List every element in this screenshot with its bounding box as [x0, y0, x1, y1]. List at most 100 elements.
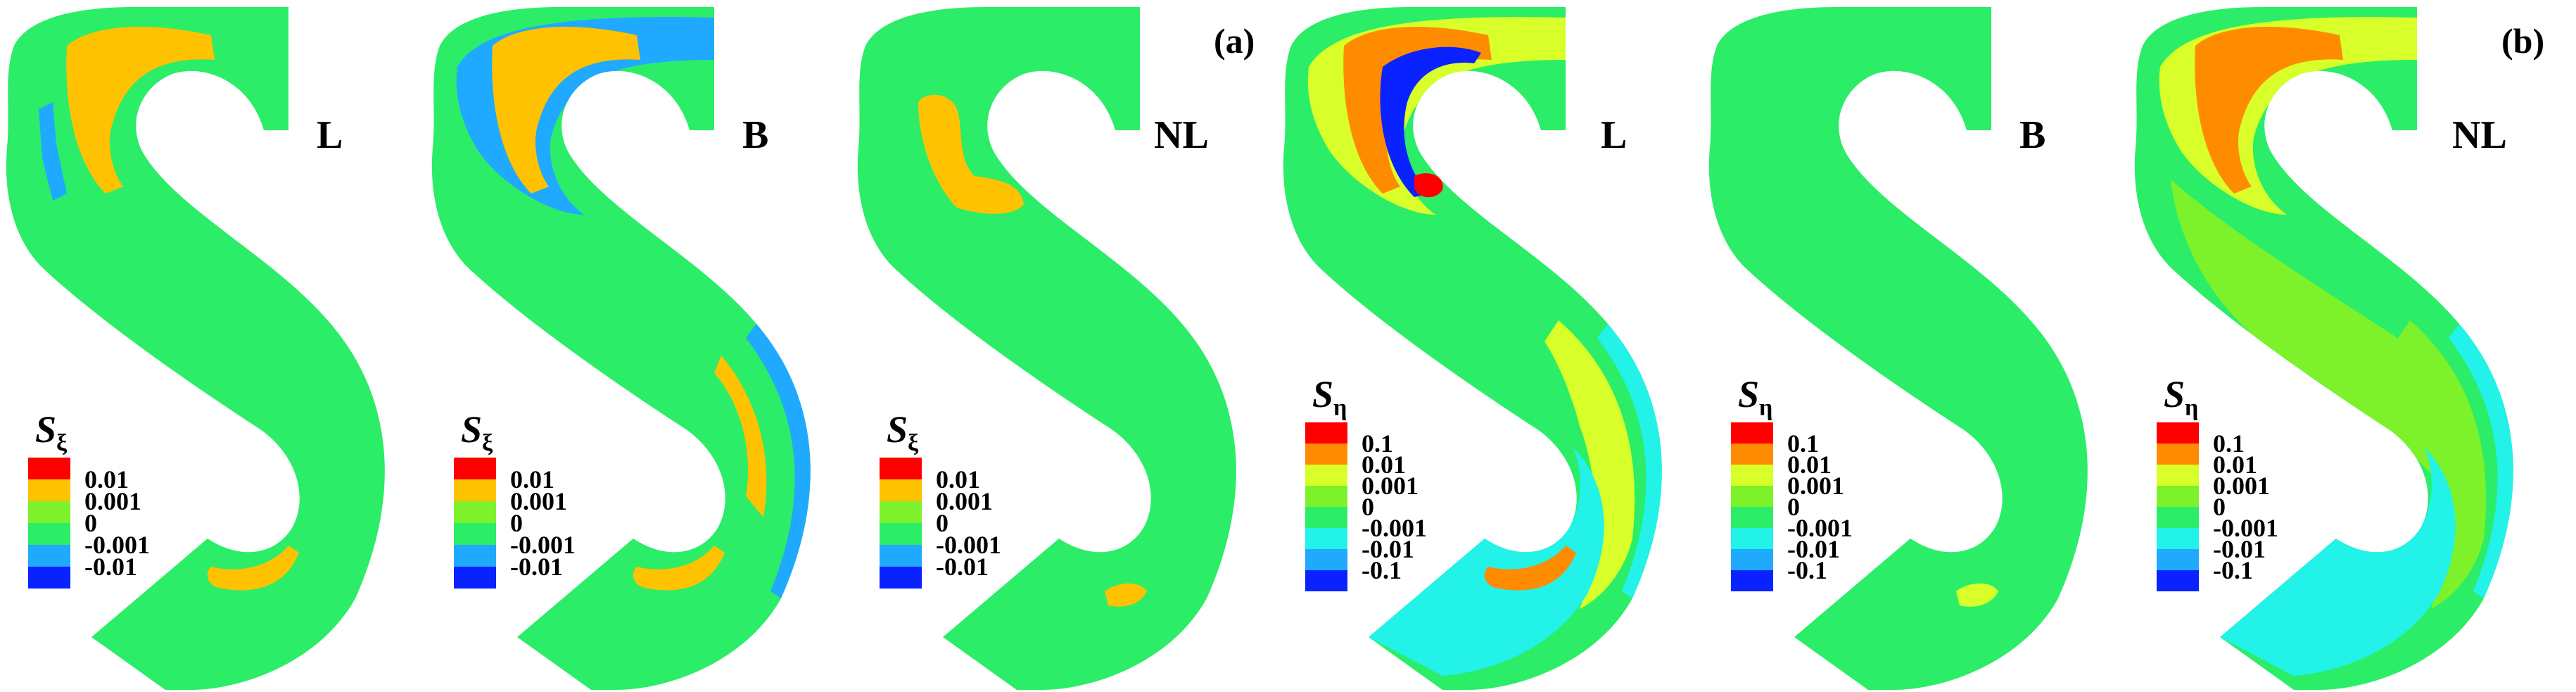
- legend-swatch: [1731, 422, 1773, 443]
- legend-swatch: [454, 545, 496, 567]
- legend-swatch: [2157, 465, 2199, 486]
- legend-level: -0.01: [1787, 535, 1840, 563]
- contour-region: [66, 27, 215, 194]
- legend-swatch: [454, 479, 496, 501]
- contour-features: [918, 94, 1147, 607]
- legend-level: -0.01: [936, 553, 989, 581]
- legend-symbol: S: [1738, 373, 1759, 415]
- panel-label: B: [2019, 113, 2045, 157]
- contour-region: [492, 27, 640, 194]
- legend-level: -0.01: [510, 553, 563, 581]
- panel-label: L: [317, 113, 343, 157]
- legend-subscript: ξ: [482, 430, 493, 456]
- legend-level: 0: [1362, 493, 1374, 521]
- legend-level: 0: [84, 509, 97, 537]
- legend-level: 0.1: [2213, 429, 2245, 458]
- legend-symbol: S: [1312, 373, 1333, 415]
- legend-swatch: [1731, 570, 1773, 591]
- legend-swatch: [1731, 507, 1773, 528]
- contour-region: [1597, 324, 1662, 598]
- contour-region: [633, 546, 725, 591]
- legend-swatch: [2157, 528, 2199, 549]
- contour-region: [746, 324, 811, 598]
- contour-region: [2220, 447, 2456, 676]
- legend-level: 0.001: [1787, 472, 1844, 500]
- panel-label: L: [1601, 113, 1627, 157]
- legend-level: -0.001: [936, 531, 1001, 559]
- part-label: (b): [2501, 21, 2544, 61]
- contour-features: [1307, 17, 1662, 676]
- legend-swatch: [454, 501, 496, 523]
- legend-swatch: [1731, 486, 1773, 507]
- legend-swatch: [1731, 465, 1773, 486]
- legend-swatch: [1305, 443, 1347, 465]
- legend-symbol: S: [461, 408, 482, 451]
- legend-swatch: [28, 458, 70, 479]
- legend-level: -0.001: [1362, 514, 1427, 542]
- legend-swatch: [1305, 507, 1347, 528]
- legend-subscript: η: [2185, 395, 2198, 421]
- contour-features: [39, 27, 299, 591]
- part-label: (a): [1214, 21, 1255, 61]
- legend-swatch: [28, 501, 70, 523]
- legend-swatch: [880, 567, 922, 589]
- legend-swatch: [28, 479, 70, 501]
- legend-swatch: [880, 458, 922, 479]
- legend-subscript: ξ: [56, 430, 68, 456]
- legend-level: -0.01: [1362, 535, 1414, 563]
- legend-swatch: [2157, 486, 2199, 507]
- contour-region: [1369, 447, 1604, 676]
- legend-level: 0.1: [1362, 429, 1393, 458]
- legend-swatch: [454, 567, 496, 589]
- legend-symbol: S: [2164, 373, 2185, 415]
- legend-swatch: [1731, 443, 1773, 465]
- legend-swatch: [454, 458, 496, 479]
- legend-level: -0.1: [1787, 556, 1827, 584]
- contour-region: [1343, 27, 1492, 194]
- panel-label: B: [742, 113, 768, 157]
- legend-swatch: [2157, 507, 2199, 528]
- legend-swatch: [1305, 549, 1347, 570]
- contour-region: [1484, 546, 1576, 591]
- legend-level: 0: [2213, 493, 2226, 521]
- contour-region: [1414, 173, 1443, 198]
- legend-level: 0.001: [2213, 472, 2270, 500]
- legend-swatch: [2157, 422, 2199, 443]
- legend-swatch: [1305, 422, 1347, 443]
- legend-level: 0.001: [1362, 472, 1419, 500]
- contour-region: [918, 94, 1024, 214]
- legend-swatch: [28, 523, 70, 545]
- contour-region: [714, 356, 767, 517]
- legend-level: -0.1: [2213, 556, 2253, 584]
- legend-level: 0: [936, 509, 948, 537]
- legend-subscript: η: [1333, 395, 1347, 421]
- panel-label: NL: [2452, 113, 2507, 157]
- contour-region: [1544, 320, 1635, 609]
- legend-level: -0.1: [1362, 556, 1402, 584]
- contour-region: [1105, 583, 1147, 607]
- legend-level: 0.01: [2213, 451, 2257, 479]
- contour-region: [2449, 324, 2513, 598]
- legend-level: 0.01: [1362, 451, 1406, 479]
- contour-region: [207, 546, 299, 591]
- contour-region: [2195, 27, 2343, 194]
- legend-swatch: [1305, 486, 1347, 507]
- legend-swatch: [454, 523, 496, 545]
- legend-swatch: [880, 545, 922, 567]
- legend-symbol: S: [887, 408, 908, 451]
- legend-level: -0.001: [510, 531, 576, 559]
- legend-level: 0.01: [510, 465, 554, 493]
- legend-swatch: [2157, 570, 2199, 591]
- legend-level: 0.01: [84, 465, 129, 493]
- legend-level: -0.01: [84, 553, 137, 581]
